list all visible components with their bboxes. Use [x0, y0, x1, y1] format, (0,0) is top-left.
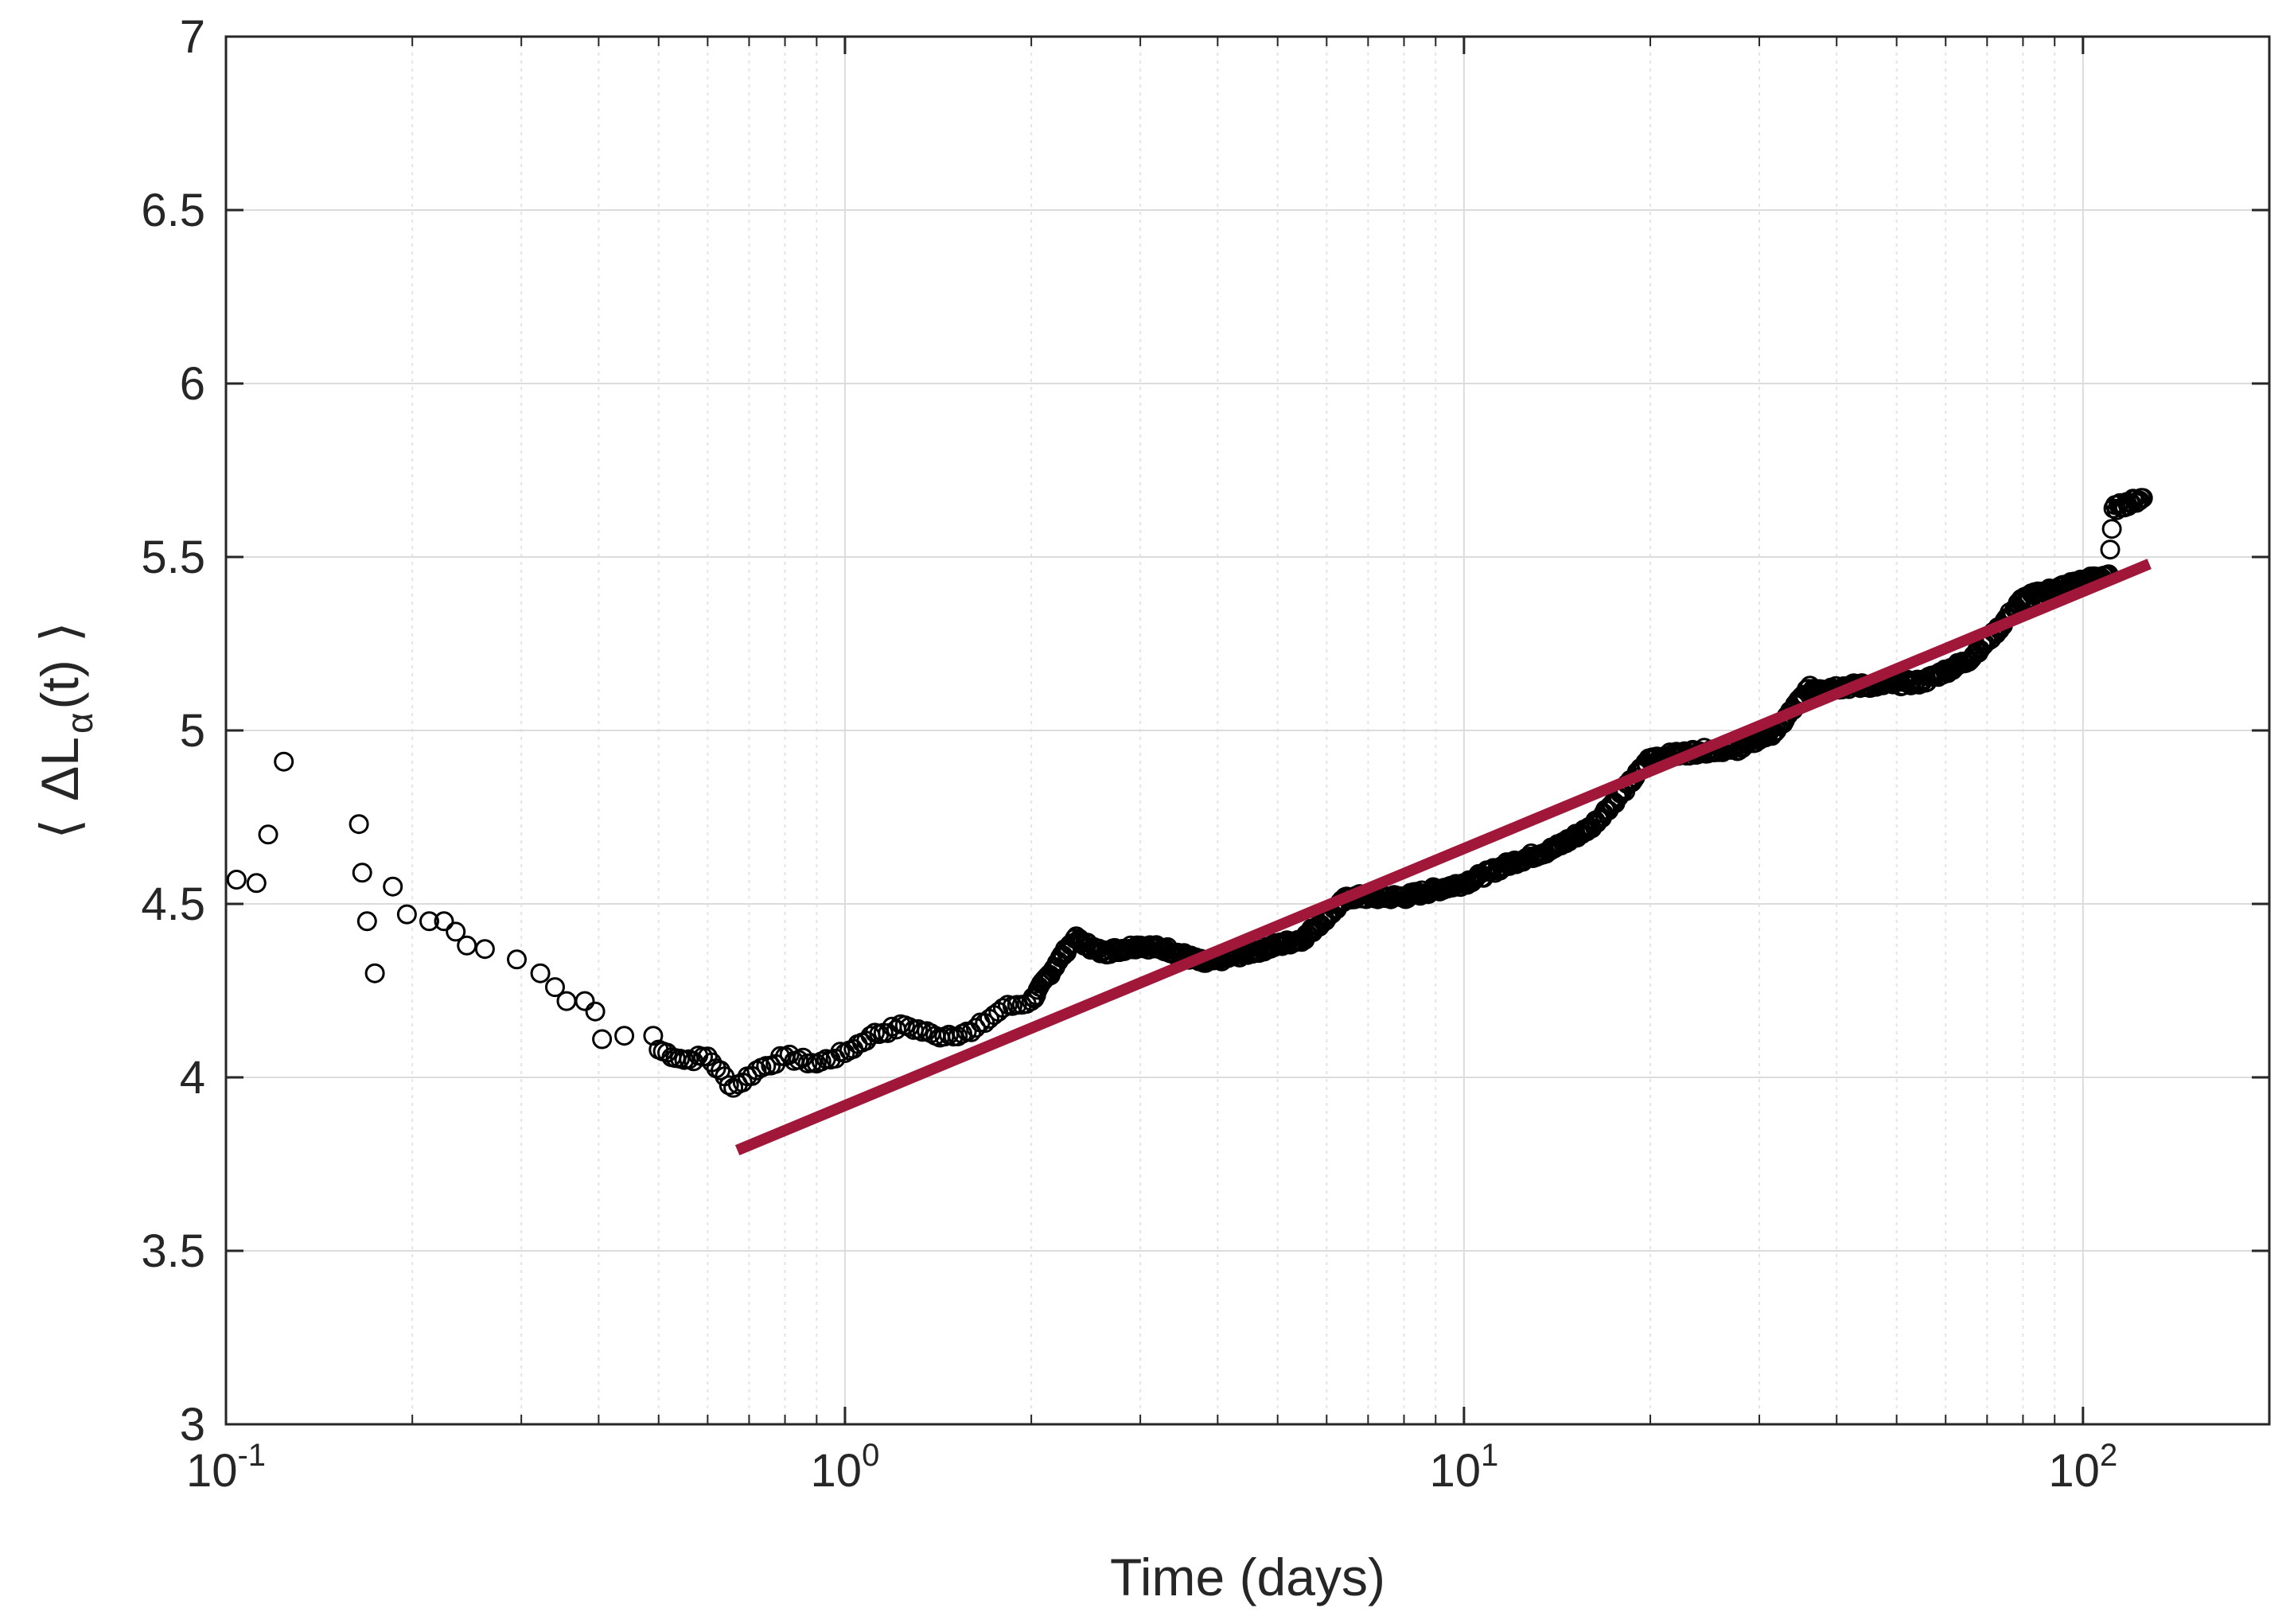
scatter-point [364, 963, 385, 983]
x-tick-exponent: -1 [237, 1438, 266, 1473]
y-tick-label: 5 [180, 705, 205, 757]
x-tick-base: 10 [2048, 1445, 2100, 1497]
y-axis-subscript: α [59, 712, 100, 734]
x-tick-exponent: 1 [1481, 1438, 1498, 1473]
y-axis-argument: (t) [30, 660, 89, 709]
x-tick-exponent: 0 [862, 1438, 879, 1473]
x-tick-label: 10-1 [186, 1438, 266, 1497]
scatter-point [2126, 493, 2147, 513]
y-tick-label: 4 [180, 1052, 205, 1104]
scatter-point [711, 1060, 730, 1081]
y-tick-label: 4.5 [141, 878, 205, 930]
svg-text:⟨ ΔL α (t): ⟨ ΔL α (t) ⟩ [29, 621, 100, 839]
scatter-point [545, 977, 565, 998]
x-tick-base: 10 [811, 1445, 863, 1497]
scatter-point [507, 949, 527, 970]
scatter-point [246, 873, 267, 894]
scatter-point [585, 1001, 606, 1022]
scatter-point [396, 904, 417, 925]
x-tick-label: 101 [1429, 1438, 1498, 1497]
scatter-point [2008, 593, 2028, 613]
y-tick-label: 6 [180, 358, 205, 410]
fit-line [734, 559, 2152, 1156]
tick-marks [224, 35, 2269, 1426]
y-tick-label: 6.5 [141, 185, 205, 236]
scatter-point [830, 1042, 851, 1062]
scatter-point [434, 911, 454, 932]
scatter-point [719, 1075, 739, 1096]
scatter-point [349, 814, 369, 835]
scatter-point [2100, 539, 2121, 560]
y-axis-title: ⟨ ΔL α (t) ⟩ [29, 621, 100, 839]
scatter-point [226, 870, 247, 890]
x-tick-exponent: 2 [2100, 1438, 2117, 1473]
scatter-point [356, 911, 377, 932]
x-tick-labels: 10-1 100 101 102 [186, 1438, 2117, 1497]
scatter-point [352, 863, 372, 883]
y-axis-open-bracket: ⟨ [29, 819, 91, 839]
scatter-point [258, 824, 278, 845]
scatter-point [574, 991, 595, 1011]
scatter-point [383, 876, 403, 897]
fit-line-series [734, 559, 2152, 1156]
y-axis-close-bracket: ⟩ [29, 621, 91, 642]
scatter-point [592, 1029, 613, 1050]
scatter-point [2101, 519, 2122, 539]
y-tick-label: 7 [180, 11, 205, 63]
x-axis-title: Time (days) [1110, 1548, 1385, 1606]
scatter-point [983, 1005, 1004, 1026]
y-tick-label: 3 [180, 1399, 205, 1451]
x-tick-base: 10 [1429, 1445, 1481, 1497]
x-tick-label: 100 [811, 1438, 880, 1497]
scatter-point [670, 1049, 691, 1069]
scatter-point [614, 1026, 635, 1046]
scatter-point [474, 939, 495, 960]
x-tick-label: 102 [2048, 1438, 2117, 1497]
scatter-point [419, 911, 439, 932]
scatter-point [802, 1053, 823, 1073]
y-tick-label: 3.5 [141, 1225, 205, 1277]
scatter-point [956, 1021, 977, 1042]
x-tick-base: 10 [186, 1445, 238, 1497]
y-tick-labels: 3 3.5 4 4.5 5 5.5 6 6.5 7 [141, 11, 205, 1451]
scatter-point [2131, 488, 2152, 508]
scatter-point [643, 1026, 664, 1046]
y-axis-symbol: ΔL [30, 737, 89, 801]
scatter-point [446, 921, 466, 942]
scatter-point [274, 751, 294, 772]
scatter-point [530, 963, 551, 983]
y-tick-label: 5.5 [141, 532, 205, 583]
scatter-point [908, 1018, 929, 1039]
scatter-point [770, 1046, 791, 1066]
